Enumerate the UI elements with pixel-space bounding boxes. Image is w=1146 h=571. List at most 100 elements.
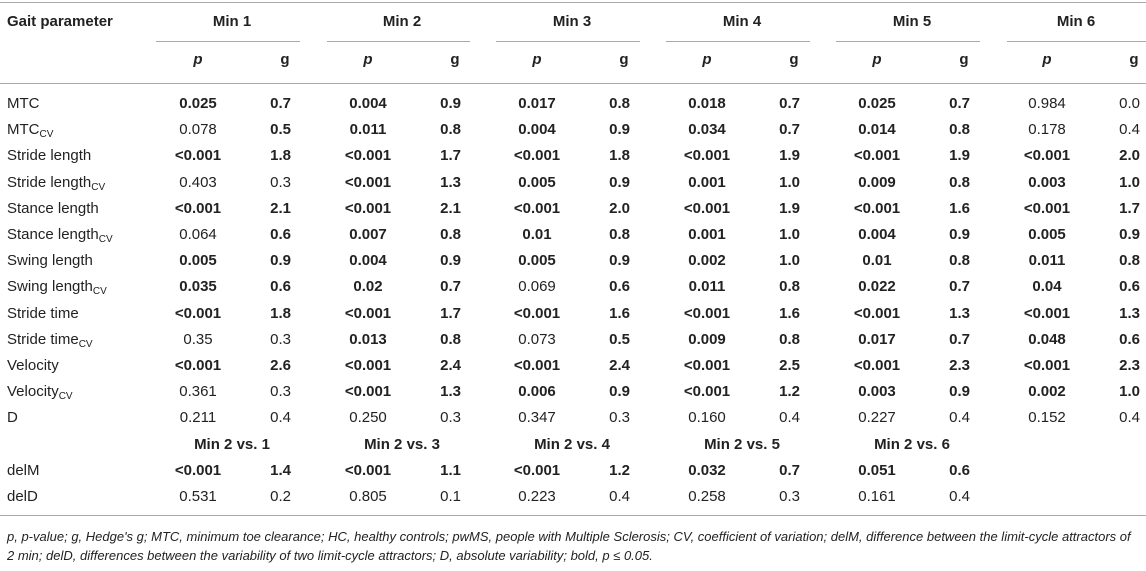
cell-p-value: 0.004 <box>858 226 896 243</box>
cell-g-value: 0.7 <box>949 278 970 295</box>
cell-p-value: <0.001 <box>853 147 901 164</box>
cell-p-value: 0.001 <box>688 226 726 243</box>
cell-p-value: <0.001 <box>683 305 731 322</box>
row-label-text: Velocity <box>7 383 59 400</box>
row-label: Stride timeCV <box>7 331 93 350</box>
cell-p-value: 0.223 <box>518 488 556 505</box>
comparison-header: Min 2 vs. 4 <box>534 436 610 453</box>
table-footnote: p, p-value; g, Hedge's g; MTC, minimum t… <box>7 529 1131 563</box>
subheader-g: g <box>1129 51 1139 68</box>
row-label: Swing length <box>7 252 93 270</box>
cell-g-value: 1.9 <box>779 147 800 164</box>
cell-g-value: 0.4 <box>1119 409 1140 426</box>
cell-g-value: 2.3 <box>949 357 970 374</box>
cell-p-value: 0.04 <box>1032 278 1062 295</box>
group-rule <box>327 41 470 42</box>
cell-p-value: <0.001 <box>513 305 561 322</box>
cell-p-value: 0.161 <box>858 488 896 505</box>
cell-p-value: 0.805 <box>349 488 387 505</box>
cell-g-value: 1.8 <box>270 305 291 322</box>
cell-p-value: 0.02 <box>353 278 383 295</box>
row-label-subscript: CV <box>78 339 93 350</box>
cell-p-value: 0.002 <box>688 252 726 269</box>
cell-p-value: 0.531 <box>179 488 217 505</box>
cell-p-value: <0.001 <box>1023 305 1071 322</box>
cell-p-value: 0.01 <box>522 226 552 243</box>
row-label: MTC <box>7 95 40 113</box>
row-label-text: Stride length <box>7 147 92 164</box>
cell-g-value: 0.9 <box>609 252 630 269</box>
cell-g-value: 0.8 <box>779 278 800 295</box>
cell-g-value: 1.3 <box>440 174 461 191</box>
group-rule <box>836 41 980 42</box>
cell-g-value: 0.9 <box>1119 226 1140 243</box>
cell-g-value: 0.7 <box>440 278 461 295</box>
cell-g-value: 1.0 <box>1119 174 1140 191</box>
comparison-header: Min 2 vs. 1 <box>194 436 270 453</box>
cell-p-value: 0.178 <box>1028 121 1066 138</box>
subheader-p: p <box>532 51 542 68</box>
comparison-row-label: delD <box>7 488 38 505</box>
comparison-row-label: delM <box>7 462 40 479</box>
cell-g-value: 0.3 <box>270 331 291 348</box>
cell-g-value: 0.9 <box>949 383 970 400</box>
cell-p-value: 0.347 <box>518 409 556 426</box>
group-header-min-4: Min 4 <box>722 13 762 30</box>
cell-p-value: 0.001 <box>688 174 726 191</box>
cell-p-value: 0.013 <box>349 331 387 348</box>
cell-g-value: 0.6 <box>609 278 630 295</box>
row-label: Stance lengthCV <box>7 226 113 245</box>
comparison-header: Min 2 vs. 3 <box>364 436 440 453</box>
cell-g-value: 0.8 <box>949 121 970 138</box>
cell-p-value: 0.011 <box>688 278 726 295</box>
cell-p-value: <0.001 <box>174 305 222 322</box>
cell-p-value: <0.001 <box>513 147 561 164</box>
cell-g-value: 1.3 <box>1119 305 1140 322</box>
cell-p-value: <0.001 <box>1023 200 1071 217</box>
cell-p-value: <0.001 <box>344 147 392 164</box>
header-bottom-rule <box>0 83 1146 84</box>
row-label: Velocity <box>7 357 59 375</box>
cell-g-value: 1.8 <box>270 147 291 164</box>
cell-g-value: 0.5 <box>270 121 291 138</box>
row-label-subscript: CV <box>39 129 54 140</box>
cell-g-value: 1.0 <box>779 226 800 243</box>
cell-p-value: 0.152 <box>1028 409 1066 426</box>
cell-g-value: 0.9 <box>609 121 630 138</box>
cell-p-value: 0.032 <box>688 462 726 479</box>
cell-g-value: 0.6 <box>1119 331 1140 348</box>
subheader-p: p <box>1042 51 1052 68</box>
row-label: D <box>7 409 18 427</box>
cell-g-value: 0.3 <box>440 409 461 426</box>
cell-g-value: 0.9 <box>440 252 461 269</box>
cell-p-value: <0.001 <box>344 174 392 191</box>
cell-p-value: 0.984 <box>1028 95 1066 112</box>
cell-g-value: 0.9 <box>609 383 630 400</box>
cell-g-value: 0.7 <box>779 121 800 138</box>
cell-p-value: 0.048 <box>1028 331 1066 348</box>
cell-g-value: 0.6 <box>270 226 291 243</box>
cell-g-value: 1.7 <box>440 147 461 164</box>
cell-g-value: 2.1 <box>270 200 291 217</box>
cell-g-value: 0.0 <box>1119 95 1140 112</box>
cell-g-value: 0.4 <box>779 409 800 426</box>
subheader-g: g <box>450 51 460 68</box>
cell-g-value: 0.9 <box>440 95 461 112</box>
cell-g-value: 0.9 <box>270 252 291 269</box>
cell-g-value: 1.6 <box>779 305 800 322</box>
cell-p-value: <0.001 <box>683 200 731 217</box>
cell-g-value: 0.6 <box>949 462 970 479</box>
cell-p-value: <0.001 <box>344 462 392 479</box>
cell-p-value: 0.004 <box>349 95 387 112</box>
cell-g-value: 2.5 <box>779 357 800 374</box>
cell-g-value: 0.9 <box>609 174 630 191</box>
cell-g-value: 0.8 <box>609 95 630 112</box>
cell-p-value: 0.017 <box>858 331 896 348</box>
cell-g-value: 0.5 <box>609 331 630 348</box>
cell-p-value: 0.011 <box>1028 252 1066 269</box>
cell-p-value: 0.250 <box>349 409 387 426</box>
comparison-header: Min 2 vs. 6 <box>874 436 950 453</box>
cell-g-value: 1.0 <box>779 252 800 269</box>
cell-p-value: <0.001 <box>344 305 392 322</box>
